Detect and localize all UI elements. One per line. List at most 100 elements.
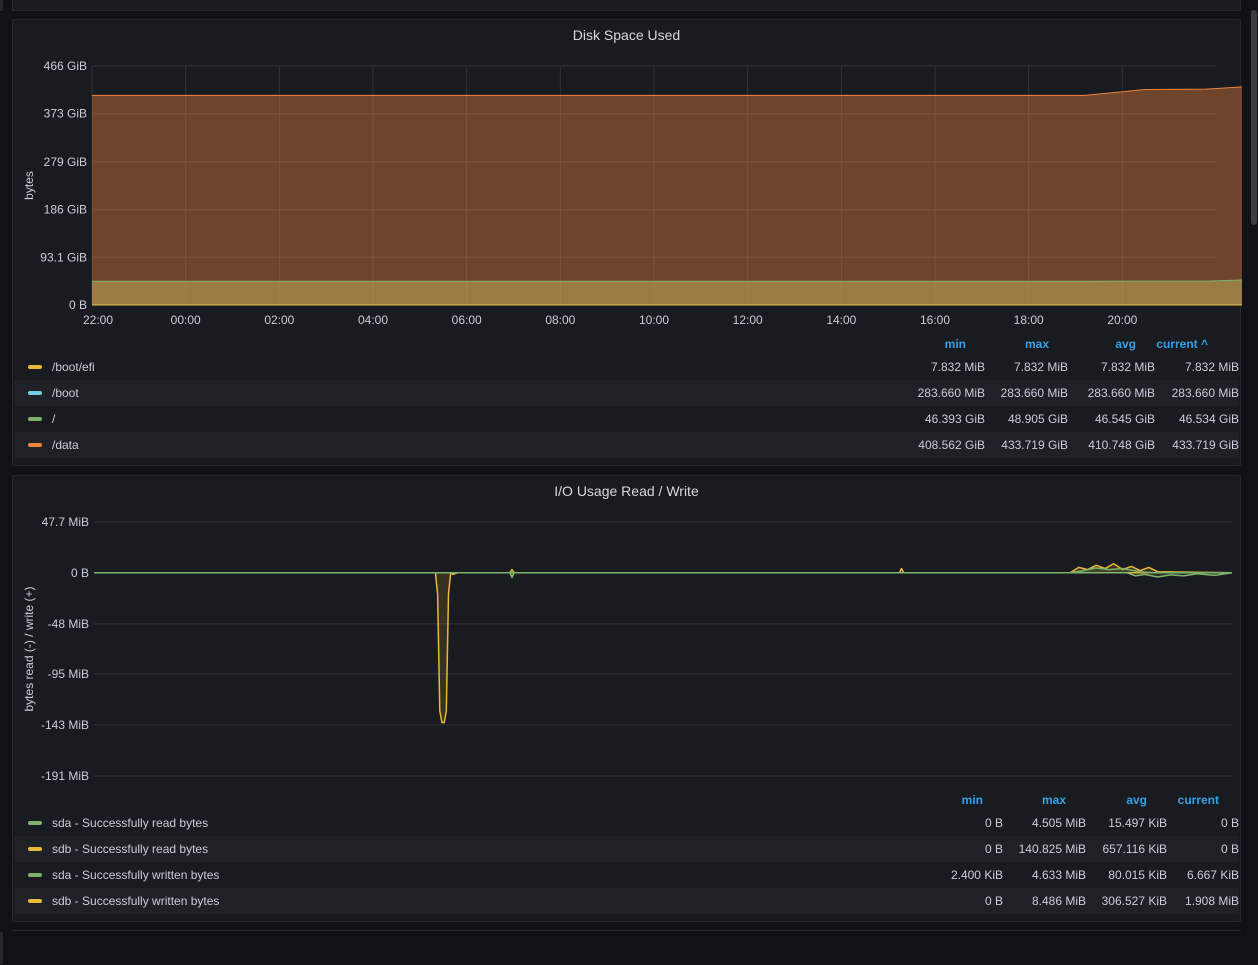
io-legend-header-avg[interactable]: avg — [1066, 793, 1147, 807]
legend-value-max: 4.505 MiB — [1003, 816, 1086, 830]
disk-x-tick-label: 22:00 — [83, 313, 113, 327]
left-edge-marker — [0, 0, 3, 11]
io-area-sdb-successfully-read-bytes[interactable] — [94, 573, 1232, 723]
legend-value-min: 46.393 GiB — [902, 412, 985, 426]
io-legend-header-min[interactable]: min — [900, 793, 983, 807]
legend-value-min: 0 B — [920, 842, 1003, 856]
io-y-tick-label: -143 MiB — [41, 718, 89, 732]
legend-value-max: 7.832 MiB — [985, 360, 1068, 374]
series-color-swatch[interactable] — [28, 821, 42, 825]
legend-series-name[interactable]: /boot — [52, 386, 902, 400]
legend-series-name[interactable]: sdb - Successfully written bytes — [52, 894, 920, 908]
disk-x-tick-label: 14:00 — [826, 313, 856, 327]
legend-series-name[interactable]: sda - Successfully read bytes — [52, 816, 920, 830]
io-line-sdb-successfully-written-bytes[interactable] — [94, 564, 1232, 573]
io-legend-header-current[interactable]: current — [1147, 793, 1219, 807]
legend-value-min: 7.832 MiB — [902, 360, 985, 374]
series-color-swatch[interactable] — [28, 391, 42, 395]
legend-value-current: 1.908 MiB — [1167, 894, 1239, 908]
disk-y-tick-label: 93.1 GiB — [40, 250, 87, 264]
legend-value-avg: 46.545 GiB — [1068, 412, 1155, 426]
disk-legend-header: min max avg current ^ — [883, 337, 1208, 351]
disk-y-tick-label: 466 GiB — [44, 59, 87, 73]
disk-area-data[interactable] — [92, 83, 1242, 305]
previous-panel-edge — [12, 0, 1241, 11]
series-color-swatch[interactable] — [28, 417, 42, 421]
disk-y-tick-label: 186 GiB — [44, 203, 87, 217]
legend-series-name[interactable]: /data — [52, 438, 902, 452]
legend-series-name[interactable]: sdb - Successfully read bytes — [52, 842, 920, 856]
disk-y-axis-label: bytes — [22, 171, 36, 200]
legend-value-avg: 306.527 KiB — [1086, 894, 1167, 908]
io-legend-item-sda-successfully-read-bytes[interactable]: sda - Successfully read bytes 0 B 4.505 Mi… — [14, 810, 1239, 836]
disk-x-tick-label: 12:00 — [733, 313, 763, 327]
disk-line-data[interactable] — [92, 83, 1242, 96]
io-y-tick-label: -48 MiB — [48, 617, 89, 631]
legend-value-min: 0 B — [920, 894, 1003, 908]
io-y-tick-label: -191 MiB — [41, 769, 89, 783]
disk-x-tick-label: 10:00 — [639, 313, 669, 327]
legend-value-avg: 15.497 KiB — [1086, 816, 1167, 830]
disk-x-tick-label: 08:00 — [545, 313, 575, 327]
legend-value-min: 2.400 KiB — [920, 868, 1003, 882]
legend-value-current: 46.534 GiB — [1155, 412, 1239, 426]
series-color-swatch[interactable] — [28, 443, 42, 447]
legend-value-current: 0 B — [1167, 816, 1239, 830]
series-color-swatch[interactable] — [28, 365, 42, 369]
io-y-tick-label: 47.7 MiB — [42, 515, 89, 529]
io-area-sdb-successfully-written-bytes[interactable] — [94, 564, 1232, 573]
legend-series-name[interactable]: / — [52, 412, 902, 426]
legend-value-avg: 283.660 MiB — [1068, 386, 1155, 400]
disk-area-root[interactable] — [92, 280, 1242, 305]
series-color-swatch[interactable] — [28, 899, 42, 903]
series-color-swatch[interactable] — [28, 847, 42, 851]
disk-legend-header-min[interactable]: min — [883, 337, 966, 351]
series-color-swatch[interactable] — [28, 873, 42, 877]
sort-caret-icon: ^ — [1201, 337, 1208, 351]
io-line-sda-successfully-read-bytes[interactable] — [94, 573, 1232, 578]
io-y-axis-label: bytes read (-) / write (+) — [22, 586, 36, 711]
disk-legend-header-current[interactable]: current ^ — [1136, 337, 1208, 351]
io-legend-header-max[interactable]: max — [983, 793, 1066, 807]
legend-value-avg: 657.116 KiB — [1086, 842, 1167, 856]
legend-value-current: 0 B — [1167, 842, 1239, 856]
disk-y-tick-label: 373 GiB — [44, 107, 87, 121]
legend-value-max: 433.719 GiB — [985, 438, 1068, 452]
legend-value-current: 7.832 MiB — [1155, 360, 1239, 374]
disk-y-tick-label: 0 B — [69, 298, 87, 312]
legend-value-current: 433.719 GiB — [1155, 438, 1239, 452]
disk-x-tick-label: 00:00 — [171, 313, 201, 327]
legend-value-max: 4.633 MiB — [1003, 868, 1086, 882]
disk-x-tick-label: 06:00 — [452, 313, 482, 327]
legend-value-min: 408.562 GiB — [902, 438, 985, 452]
legend-value-max: 283.660 MiB — [985, 386, 1068, 400]
disk-legend-header-max[interactable]: max — [966, 337, 1049, 351]
legend-series-name[interactable]: /boot/efi — [52, 360, 902, 374]
disk-x-tick-label: 02:00 — [264, 313, 294, 327]
disk-legend-header-avg[interactable]: avg — [1049, 337, 1136, 351]
legend-value-avg: 7.832 MiB — [1068, 360, 1155, 374]
legend-value-min: 283.660 MiB — [902, 386, 985, 400]
io-line-sdb-successfully-read-bytes[interactable] — [94, 573, 1232, 723]
page-scrollbar[interactable] — [1251, 10, 1257, 225]
legend-series-name[interactable]: sda - Successfully written bytes — [52, 868, 920, 882]
